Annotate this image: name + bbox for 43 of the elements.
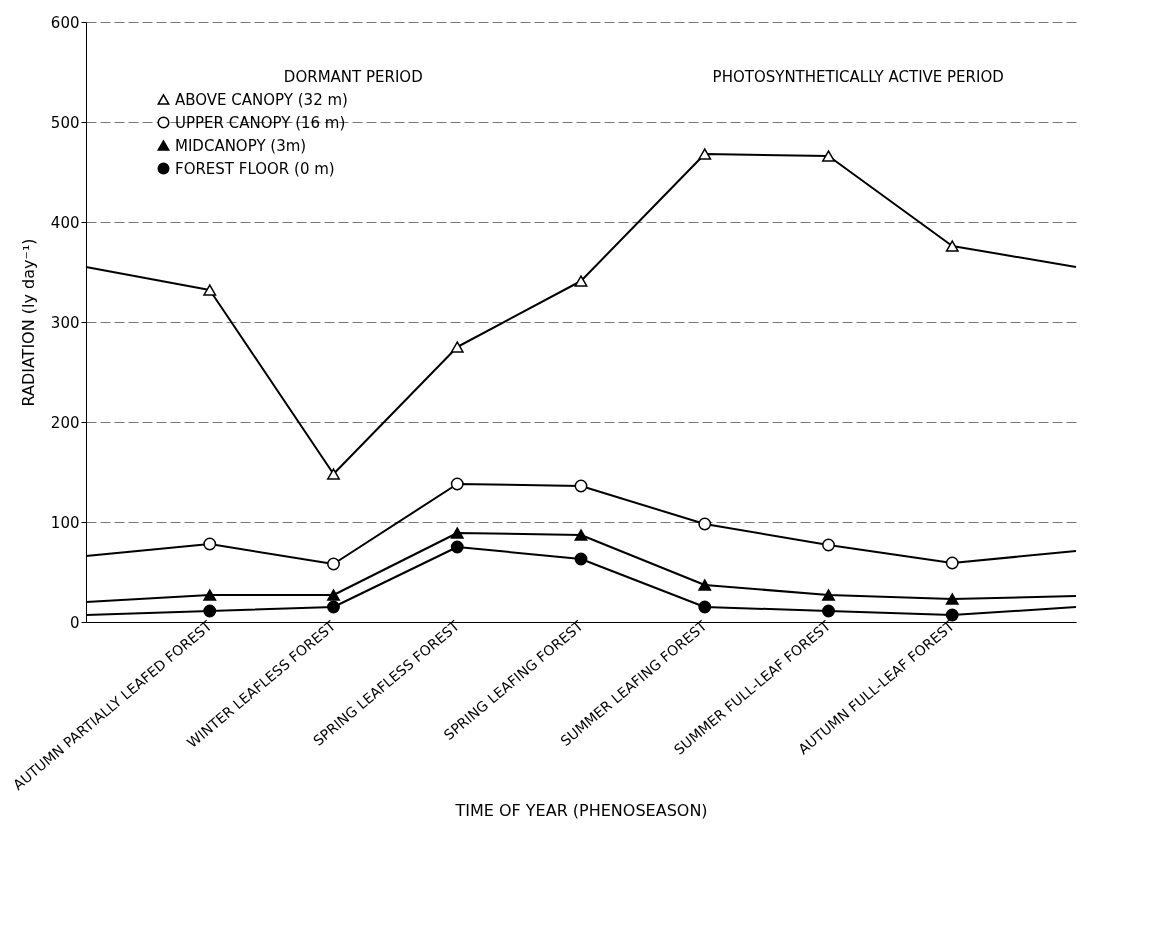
legend-label: UPPER CANOPY (16 m): [175, 113, 346, 132]
y-tick-label: 600: [50, 13, 80, 32]
y-axis-title: RADIATION (ly day⁻¹): [18, 238, 38, 407]
point: [203, 604, 217, 618]
point: [574, 479, 588, 493]
point: [945, 593, 959, 605]
point: [698, 579, 712, 591]
y-tick-label: 300: [50, 313, 80, 332]
y-tick-label: 100: [50, 513, 80, 532]
point: [945, 608, 959, 622]
point: [450, 527, 464, 539]
y-tick-label: 0: [69, 613, 80, 632]
point: [945, 556, 959, 570]
point: [327, 600, 340, 614]
y-tick-label: 500: [50, 113, 80, 132]
point: [574, 552, 588, 566]
legend-label: FOREST FLOOR (0 m): [175, 159, 335, 178]
point: [203, 284, 217, 296]
point: [698, 600, 712, 614]
point: [203, 537, 217, 551]
point: [822, 538, 835, 552]
annotation: PHOTOSYNTHETICALLY ACTIVE PERIOD: [712, 68, 1004, 86]
point: [450, 540, 464, 554]
point: [945, 240, 959, 252]
point: [327, 468, 340, 480]
point: [822, 150, 835, 162]
point: [574, 529, 588, 541]
point: [327, 589, 340, 601]
point: [822, 589, 835, 601]
point: [203, 589, 217, 601]
legend-label: MIDCANOPY (3m): [175, 136, 307, 155]
point: [822, 604, 835, 618]
x-axis-title: TIME OF YEAR (PHENOSEASON): [454, 801, 708, 821]
legend-label: ABOVE CANOPY (32 m): [175, 90, 348, 109]
point: [450, 477, 464, 491]
point: [698, 148, 712, 160]
point: [698, 517, 712, 531]
y-tick-label: 400: [50, 213, 80, 232]
y-tick-label: 200: [50, 413, 80, 432]
point: [450, 341, 464, 353]
annotation: DORMANT PERIOD: [283, 68, 423, 86]
point: [327, 557, 340, 571]
point: [574, 275, 588, 287]
